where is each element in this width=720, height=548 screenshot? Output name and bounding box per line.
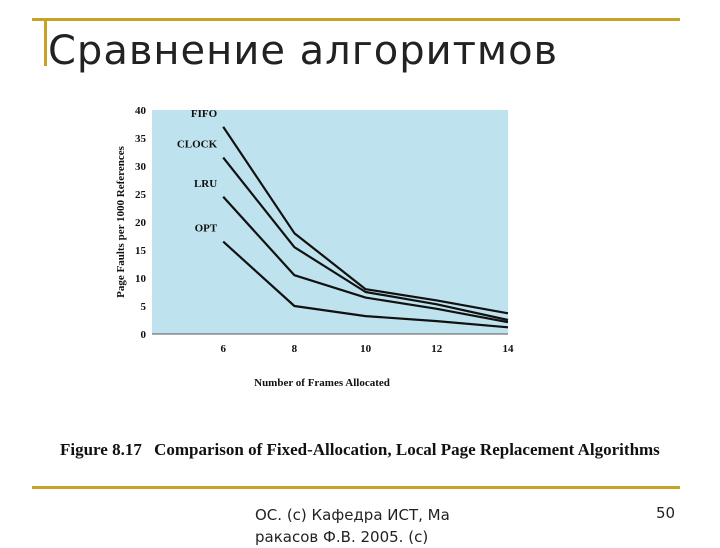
- x-tick-label: 6: [220, 343, 226, 355]
- bottom-border-line: [32, 486, 680, 489]
- footer-text: ОС. (с) Кафедра ИСТ, Ма ракасов Ф.В. 200…: [255, 506, 450, 546]
- series-label-clock: CLOCK: [177, 139, 218, 151]
- y-tick-label: 30: [135, 161, 147, 173]
- series-line-opt: [222, 240, 509, 329]
- x-tick-label: 8: [292, 343, 298, 355]
- y-axis-label: Page Faults per 1000 References: [115, 145, 127, 297]
- y-tick-label: 10: [135, 273, 147, 285]
- plot-area: [152, 110, 508, 334]
- y-tick-label: 25: [135, 189, 147, 201]
- x-tick-label: 14: [503, 343, 515, 355]
- series-line-clock: [222, 156, 509, 322]
- page-number: 50: [656, 504, 676, 522]
- top-border-line: [32, 18, 680, 21]
- series-label-opt: OPT: [195, 223, 218, 235]
- x-axis-label: Number of Frames Allocated: [254, 377, 390, 389]
- series-line-fifo: [222, 126, 509, 315]
- slide-title: Сравнение алгоритмов: [48, 28, 559, 74]
- x-tick-label: 12: [431, 343, 443, 355]
- y-tick-label: 40: [135, 105, 147, 117]
- y-tick-label: 35: [135, 133, 147, 145]
- y-tick-label: 20: [135, 217, 147, 229]
- tick-labels: 0 5 10 15 20 25 30 35 40 6 8 10 12 14: [135, 105, 514, 355]
- series-label-lru: LRU: [194, 178, 217, 190]
- figure-caption-text: Comparison of Fixed-Allocation, Local Pa…: [154, 440, 660, 459]
- series-layer: FIFO CLOCK LRU OPT: [177, 108, 509, 329]
- y-tick-label: 5: [141, 301, 147, 313]
- x-tick-label: 10: [360, 343, 372, 355]
- figure-caption: Figure 8.17 Comparison of Fixed-Allocati…: [60, 440, 660, 460]
- left-border-line: [44, 18, 47, 66]
- y-tick-label: 0: [141, 329, 147, 341]
- figure-number: Figure 8.17: [60, 440, 142, 459]
- y-tick-label: 15: [135, 245, 147, 257]
- series-label-fifo: FIFO: [191, 108, 218, 120]
- series-line-lru: [222, 196, 509, 324]
